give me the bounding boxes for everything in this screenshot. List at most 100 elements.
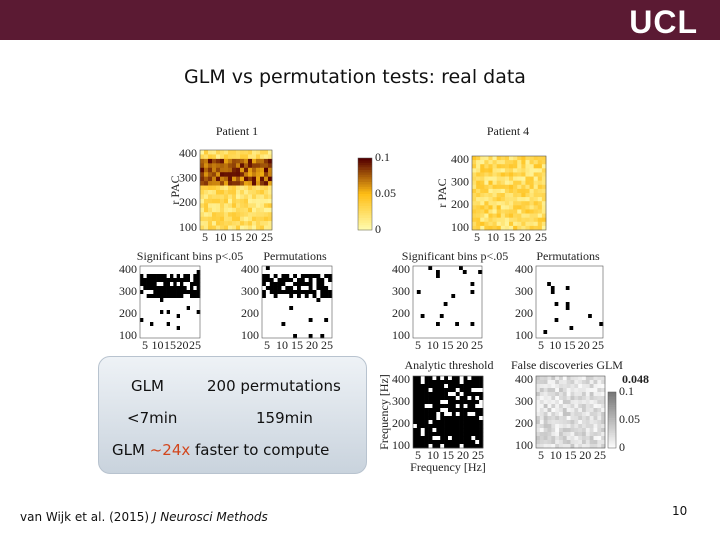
heatmap-cell xyxy=(424,392,429,397)
heatmap-cell xyxy=(543,318,548,323)
heatmap-cell xyxy=(432,380,437,385)
heatmap-cell xyxy=(293,318,298,323)
heatmap-cell xyxy=(466,318,471,323)
heatmap-cell xyxy=(176,290,181,295)
heatmap-cell xyxy=(413,432,418,437)
heatmap-cell xyxy=(190,310,194,315)
heatmap-cell xyxy=(562,278,567,283)
heatmap-cell xyxy=(293,322,298,327)
heatmap-cell xyxy=(533,221,539,227)
heatmap-cell xyxy=(156,314,161,319)
heatmap-cell xyxy=(269,266,274,271)
heatmap-cell xyxy=(447,310,452,315)
heatmap-cell xyxy=(513,205,518,210)
heatmap-cell xyxy=(150,318,154,323)
heatmap-cell xyxy=(183,322,187,327)
heatmap-cell xyxy=(248,154,253,160)
heatmap-cell xyxy=(559,420,564,425)
heatmap-cell xyxy=(455,314,460,319)
heatmap-cell xyxy=(555,404,560,409)
heatmap-cell xyxy=(550,298,555,303)
heatmap-cell xyxy=(593,376,598,381)
heatmap-cell xyxy=(550,282,555,287)
heatmap-cell xyxy=(416,376,422,381)
heatmap-cell xyxy=(467,404,472,409)
heatmap-cell xyxy=(216,181,221,186)
heatmap-cell xyxy=(597,428,602,433)
y-tick-label: 200 xyxy=(392,416,410,430)
heatmap-cell xyxy=(416,286,421,291)
heatmap-cell xyxy=(601,392,606,397)
heatmap-cell xyxy=(240,216,245,222)
heatmap-cell xyxy=(562,282,567,287)
heatmap-cell xyxy=(478,270,483,275)
heatmap-cell xyxy=(324,286,329,291)
heatmap-cell xyxy=(547,334,552,339)
heatmap-cell xyxy=(439,302,444,307)
x-tick-label: 20 xyxy=(306,338,318,352)
heatmap-cell xyxy=(582,396,587,401)
heatmap-cell xyxy=(565,318,570,323)
heatmap-cell xyxy=(578,416,583,421)
heatmap-cell xyxy=(492,160,497,165)
heatmap-cell xyxy=(216,225,221,231)
heatmap-cell xyxy=(212,194,217,200)
heatmap-cell xyxy=(252,176,257,182)
heatmap-cell xyxy=(455,412,460,417)
heatmap-cell xyxy=(252,221,257,226)
heatmap-cell xyxy=(196,294,201,299)
heatmap-cell xyxy=(541,209,547,214)
heatmap-cell xyxy=(297,330,302,335)
heatmap-cell xyxy=(466,314,471,319)
heatmap-cell xyxy=(236,163,241,169)
x-tick-label: 20 xyxy=(177,338,189,352)
heatmap-cell xyxy=(281,266,286,271)
heatmap-cell xyxy=(163,334,167,339)
heatmap-cell xyxy=(236,221,241,226)
heatmap-cell xyxy=(536,286,541,291)
heatmap-cell xyxy=(543,432,548,437)
heatmap-cell xyxy=(320,278,325,283)
heatmap-cell xyxy=(558,306,563,311)
heatmap-cell xyxy=(551,420,556,425)
heatmap-cell xyxy=(173,298,177,303)
heatmap-cell xyxy=(492,164,497,169)
heatmap-cell xyxy=(466,302,471,307)
heatmap-cell xyxy=(525,180,530,186)
x-tick-label: 10 xyxy=(550,448,562,462)
heatmap-cell xyxy=(569,322,574,327)
heatmap-cell xyxy=(146,282,151,287)
heatmap-cell xyxy=(240,176,245,182)
heatmap-cell xyxy=(277,294,282,299)
heatmap-cell xyxy=(496,197,502,202)
heatmap-cell xyxy=(484,172,489,177)
heatmap-cell xyxy=(509,201,514,206)
heatmap-cell xyxy=(466,266,471,271)
heatmap-cell xyxy=(232,154,237,160)
heatmap-cell xyxy=(265,326,271,331)
heatmap-cell xyxy=(324,330,329,335)
y-tick-label: 100 xyxy=(451,220,469,234)
heatmap-cell xyxy=(236,167,241,173)
heatmap-cell xyxy=(478,278,483,283)
heatmap-cell xyxy=(428,396,433,401)
heatmap-cell xyxy=(480,205,485,210)
heatmap-cell xyxy=(156,322,161,327)
heatmap-cell xyxy=(228,167,233,173)
heatmap-cell xyxy=(597,424,602,429)
heatmap-cell xyxy=(492,176,497,181)
heatmap-cell xyxy=(436,330,441,335)
heatmap-cell xyxy=(479,388,484,393)
heatmap-cell xyxy=(496,213,502,218)
x-tick-label: 15 xyxy=(291,338,303,352)
heatmap-cell xyxy=(541,201,547,206)
heatmap-cell xyxy=(478,282,483,287)
heatmap-cell xyxy=(580,322,585,327)
heatmap-cell xyxy=(569,266,574,271)
heatmap-cell xyxy=(150,294,154,299)
heatmap-cell xyxy=(186,266,191,271)
heatmap-cell xyxy=(444,404,449,409)
heatmap-cell xyxy=(455,322,460,327)
heatmap-cell xyxy=(320,290,325,295)
